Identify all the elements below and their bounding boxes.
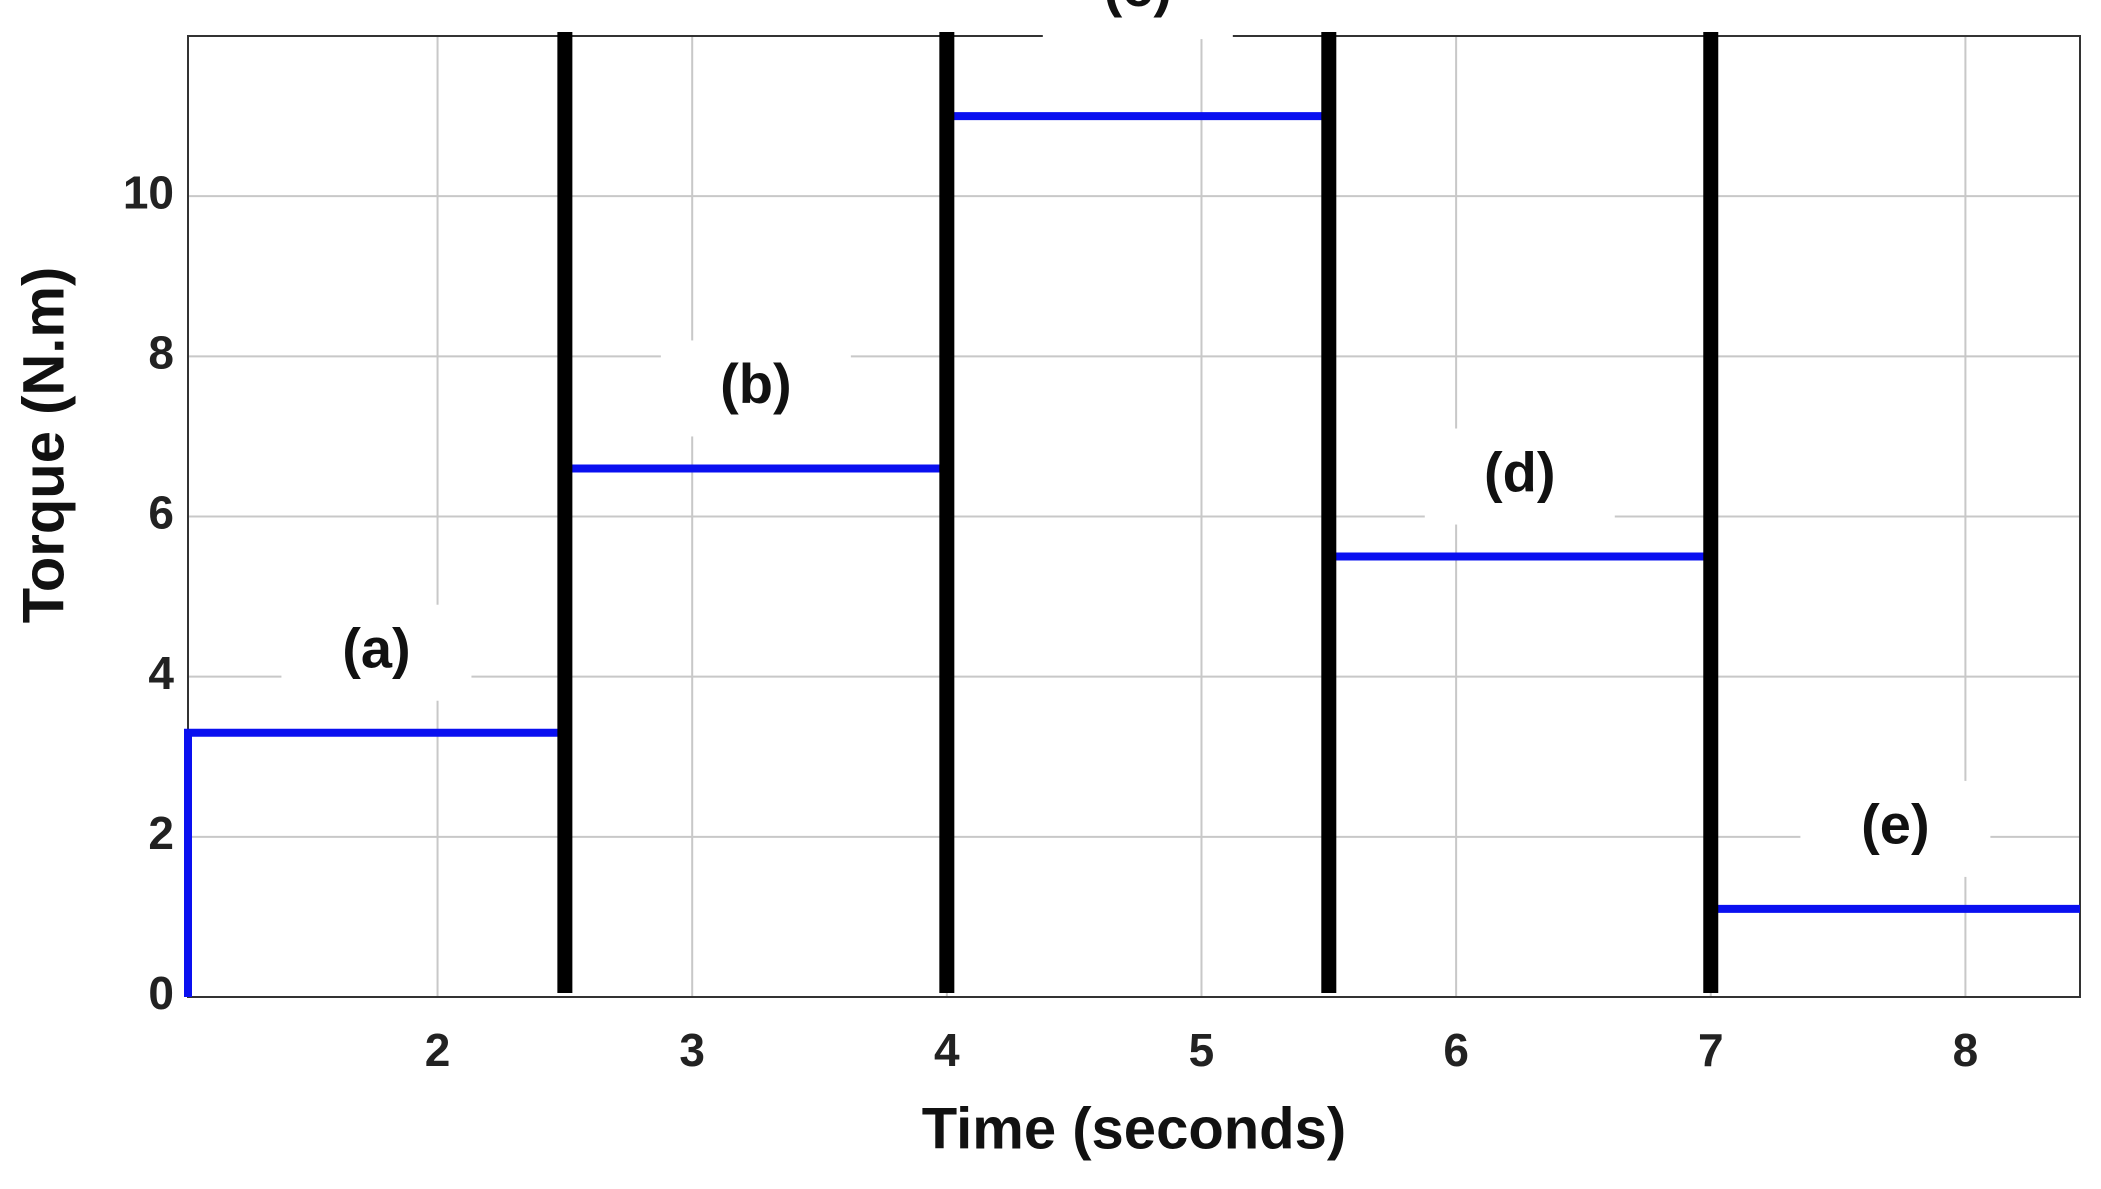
annotation-bg — [1424, 428, 1615, 525]
y-tick-label: 8 — [148, 326, 174, 378]
y-tick-label: 10 — [123, 166, 174, 218]
x-tick-label: 6 — [1443, 1024, 1469, 1076]
x-tick-label: 5 — [1189, 1024, 1215, 1076]
y-axis-title: Torque (N.m) — [11, 267, 76, 624]
annotation-bg — [1042, 0, 1233, 40]
annotation: (a) — [342, 617, 410, 680]
annotation: (b) — [720, 352, 792, 415]
y-tick-label: 6 — [148, 487, 174, 539]
x-tick-label: 3 — [679, 1024, 705, 1076]
annotation: (e) — [1861, 793, 1929, 856]
annotation-bg — [281, 604, 472, 701]
annotation: (c) — [1104, 0, 1172, 18]
x-tick-label: 2 — [425, 1024, 451, 1076]
x-axis-title: Time (seconds) — [922, 1096, 1346, 1161]
x-tick-label: 7 — [1698, 1024, 1724, 1076]
y-tick-label: 4 — [148, 647, 174, 699]
annotation: (d) — [1484, 440, 1556, 503]
x-tick-label: 8 — [1953, 1024, 1979, 1076]
x-tick-label: 4 — [934, 1024, 960, 1076]
annotation-bg — [660, 340, 851, 437]
y-tick-label: 2 — [148, 807, 174, 859]
y-tick-label: 0 — [148, 967, 174, 1019]
annotation-bg — [1800, 780, 1991, 877]
